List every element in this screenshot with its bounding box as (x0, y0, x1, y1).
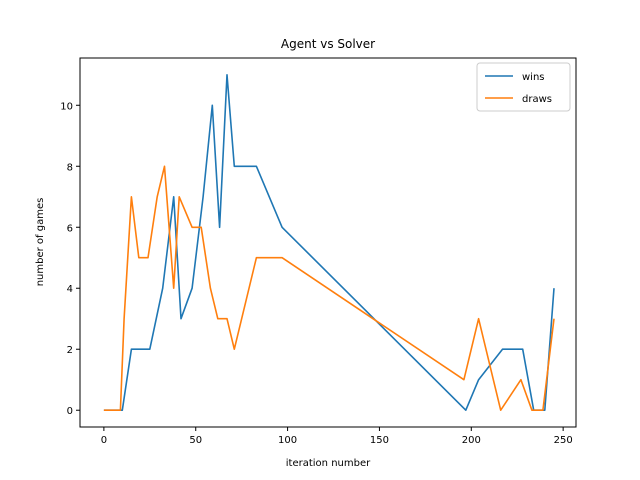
axes-frame (79, 57, 577, 428)
legend-label-draws: draws (522, 94, 552, 105)
series-line-draws (103, 165, 555, 412)
x-tick-label: 50 (189, 435, 202, 446)
x-tick-label: 0 (101, 435, 107, 446)
legend-box (476, 62, 571, 112)
y-tick-label: 8 (67, 162, 73, 173)
y-tick-label: 6 (67, 223, 73, 234)
y-tick-label: 2 (67, 345, 73, 356)
series-layer (103, 74, 555, 412)
y-tick-label: 0 (67, 406, 73, 417)
x-tick-label: 150 (370, 435, 389, 446)
tick-layer: 0 50 100 150 200 250 0 2 4 6 8 10 (60, 101, 572, 446)
series-line-wins (103, 74, 555, 412)
y-tick-label: 4 (67, 284, 73, 295)
y-tick-label: 10 (60, 101, 73, 112)
x-tick-label: 250 (554, 435, 573, 446)
x-tick-label: 200 (462, 435, 481, 446)
chart-title: Agent vs Solver (281, 37, 375, 51)
x-tick-label: 100 (278, 435, 297, 446)
x-axis-label: iteration number (286, 458, 371, 469)
y-axis-label: number of games (35, 198, 46, 287)
legend: wins draws (476, 62, 571, 112)
legend-label-wins: wins (522, 72, 545, 83)
